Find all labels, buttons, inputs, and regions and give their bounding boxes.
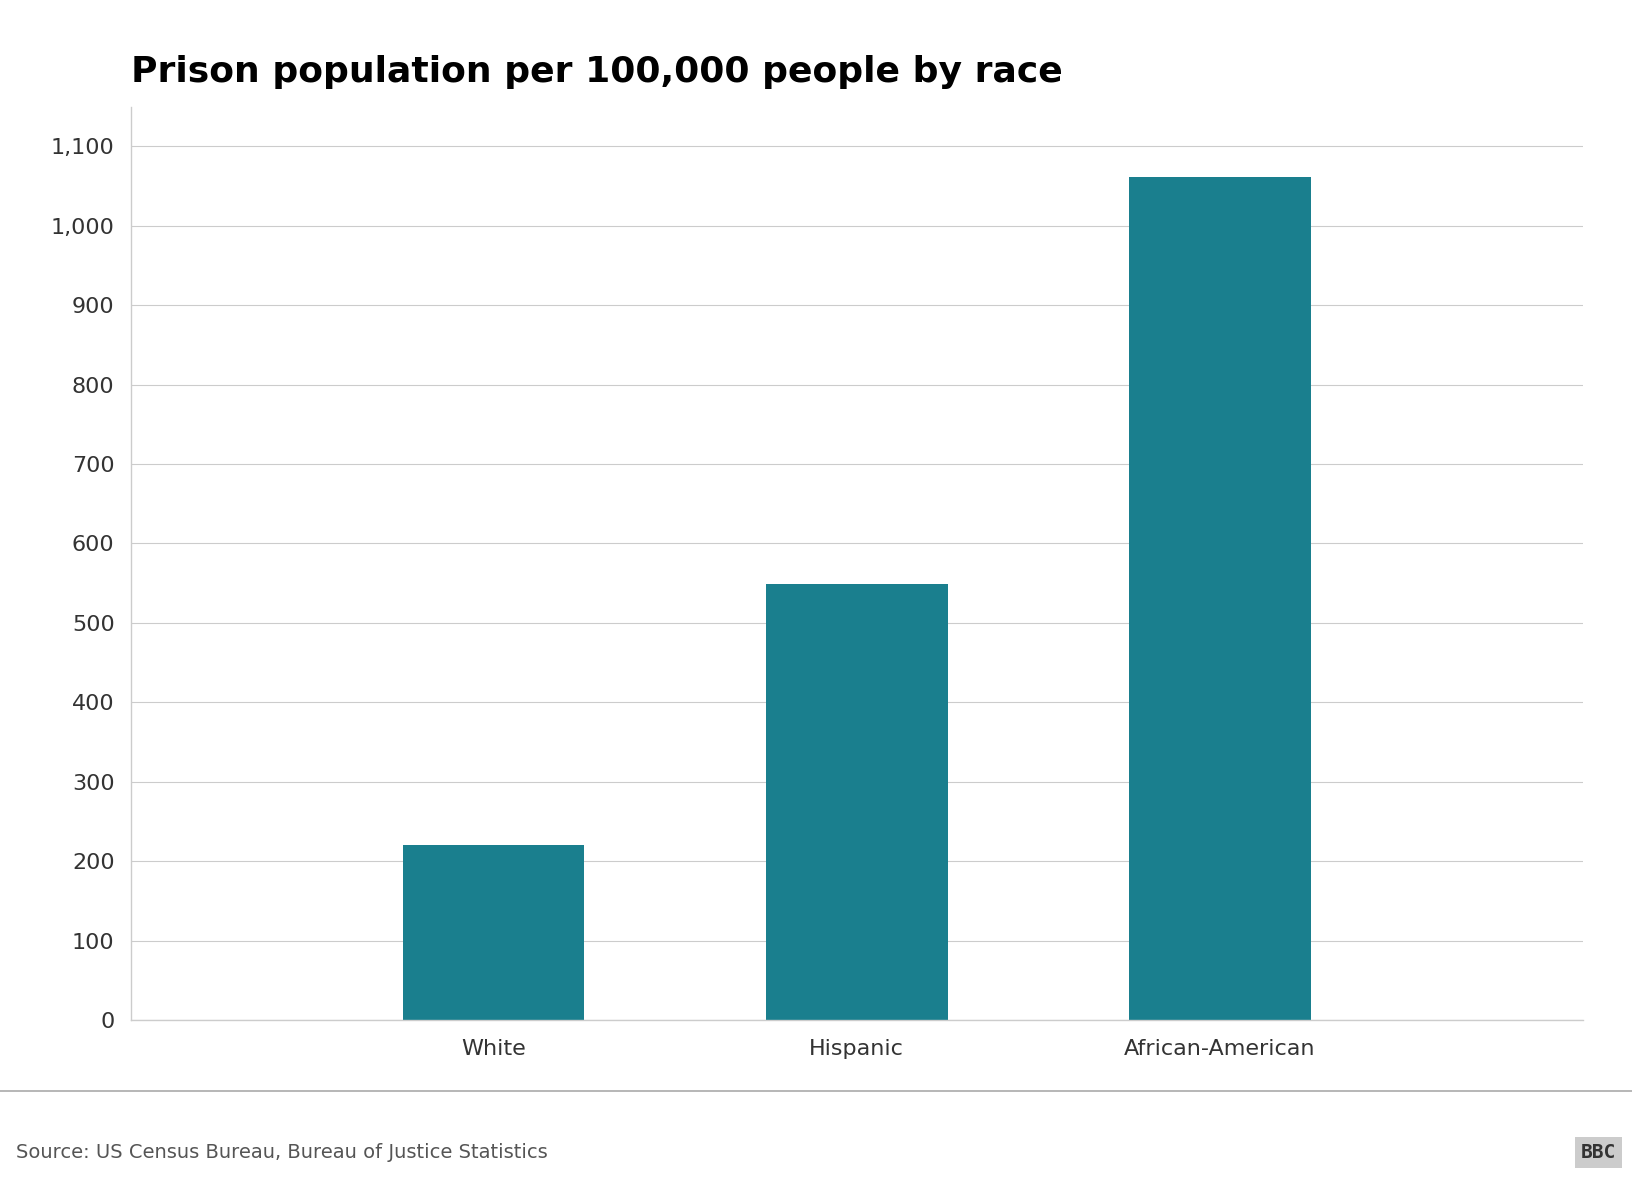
Text: Source: US Census Bureau, Bureau of Justice Statistics: Source: US Census Bureau, Bureau of Just…: [16, 1143, 548, 1162]
Bar: [1129, 178, 1310, 1020]
Bar: [765, 584, 948, 1020]
Text: Prison population per 100,000 people by race: Prison population per 100,000 people by …: [131, 55, 1062, 89]
Bar: [403, 846, 584, 1020]
Text: BBC: BBC: [1580, 1143, 1616, 1162]
